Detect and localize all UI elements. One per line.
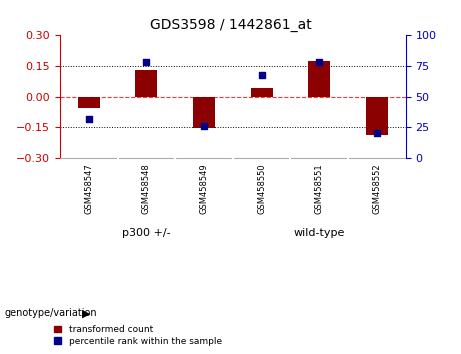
Text: ▶: ▶ — [82, 308, 90, 318]
Bar — [308, 61, 330, 97]
Text: GSM458547: GSM458547 — [84, 163, 93, 214]
Text: GSM458549: GSM458549 — [200, 163, 208, 214]
Point — [315, 59, 323, 65]
Bar — [366, 97, 388, 136]
Point — [85, 116, 92, 121]
Text: GSM458552: GSM458552 — [372, 163, 381, 214]
Text: GSM458550: GSM458550 — [257, 163, 266, 214]
Bar — [193, 97, 215, 128]
Point — [142, 59, 150, 65]
Point — [258, 72, 266, 78]
Text: wild-type: wild-type — [294, 228, 345, 239]
Bar — [136, 70, 157, 97]
Legend: transformed count, percentile rank within the sample: transformed count, percentile rank withi… — [51, 321, 225, 349]
Text: GDS3598 / 1442861_at: GDS3598 / 1442861_at — [150, 18, 311, 32]
Text: GSM458551: GSM458551 — [315, 163, 324, 214]
Text: genotype/variation: genotype/variation — [5, 308, 97, 318]
Point — [200, 123, 207, 129]
Bar — [78, 97, 100, 108]
Bar — [251, 88, 272, 97]
Text: p300 +/-: p300 +/- — [122, 228, 171, 239]
Text: GSM458548: GSM458548 — [142, 163, 151, 214]
Point — [373, 131, 381, 136]
